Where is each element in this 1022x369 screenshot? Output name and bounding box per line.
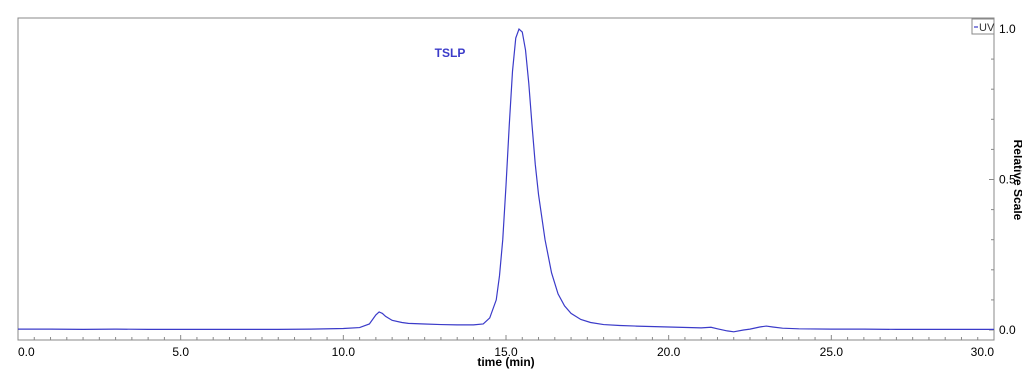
y-tick-label: 0.0 <box>999 323 1016 337</box>
legend-box <box>971 18 995 35</box>
legend-label-uv: UV <box>979 22 995 34</box>
legend: UV <box>971 18 995 35</box>
x-axis-ticks <box>17 335 995 340</box>
x-tick-label: 15.0 <box>494 345 518 359</box>
y-axis-tick-labels: 0.0 0.5 1.0 <box>999 22 1016 337</box>
uv-trace-line <box>18 27 994 333</box>
x-axis-title: time (min) <box>477 355 534 369</box>
x-tick-label: 20.0 <box>657 345 681 359</box>
x-tick-label: 25.0 <box>820 345 844 359</box>
x-axis-tick-labels: 0.0 5.0 10.0 15.0 20.0 25.0 30.0 <box>18 345 994 359</box>
x-tick-label: 0.0 <box>18 345 35 359</box>
peak-label-tslp: TSLP <box>435 46 466 60</box>
x-tick-label: 10.0 <box>332 345 356 359</box>
y-tick-label: 0.5 <box>999 173 1016 187</box>
y-tick-label: 1.0 <box>999 22 1016 36</box>
x-tick-label: 5.0 <box>172 345 189 359</box>
x-tick-label: 30.0 <box>971 345 995 359</box>
y-axis-title: Relative Scale <box>1011 140 1022 221</box>
